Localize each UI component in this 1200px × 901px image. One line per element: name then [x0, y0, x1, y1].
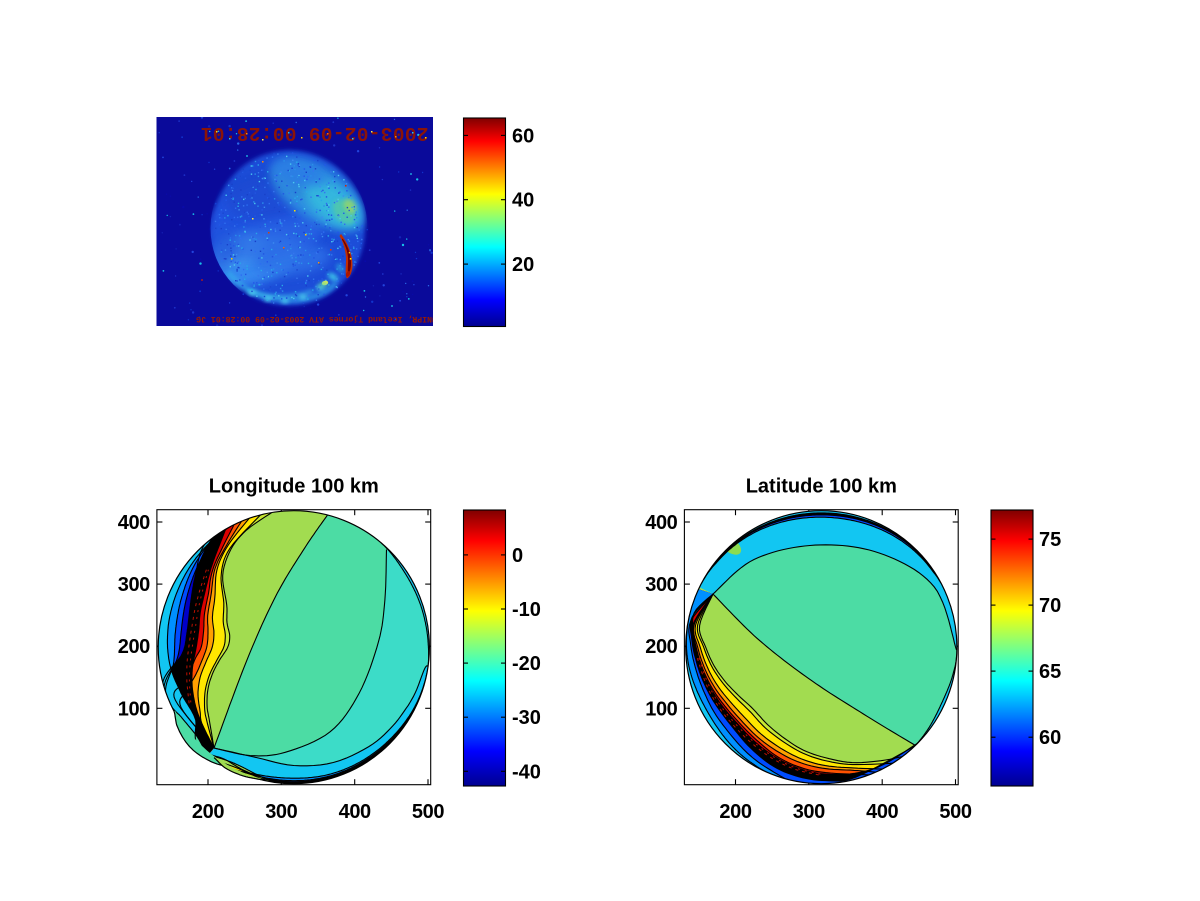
svg-text:200: 200	[192, 801, 224, 823]
svg-text:200: 200	[645, 636, 677, 658]
svg-text:0: 0	[512, 545, 523, 567]
svg-text:40: 40	[512, 190, 534, 212]
svg-text:200: 200	[719, 801, 751, 823]
svg-text:400: 400	[645, 512, 677, 534]
svg-text:400: 400	[866, 801, 898, 823]
svg-text:100: 100	[645, 698, 677, 720]
svg-text:20: 20	[512, 254, 534, 276]
svg-text:200: 200	[118, 636, 150, 658]
svg-text:300: 300	[793, 801, 825, 823]
svg-text:-10: -10	[512, 599, 541, 621]
svg-text:@NIPR, Iceland Tjornes ATV 200: @NIPR, Iceland Tjornes ATV 2003-02-09 00…	[196, 314, 437, 324]
svg-text:70: 70	[1039, 595, 1061, 617]
svg-text:Longitude 100 km: Longitude 100 km	[209, 476, 379, 498]
svg-text:65: 65	[1039, 661, 1061, 683]
svg-text:300: 300	[118, 574, 150, 596]
svg-text:Latitude 100 km: Latitude 100 km	[746, 476, 897, 498]
svg-text:100: 100	[118, 698, 150, 720]
svg-text:-20: -20	[512, 653, 541, 675]
svg-text:60: 60	[512, 125, 534, 147]
svg-text:2003-02-09 00:28:01: 2003-02-09 00:28:01	[200, 122, 428, 144]
svg-text:-30: -30	[512, 707, 541, 729]
svg-text:500: 500	[939, 801, 971, 823]
svg-text:60: 60	[1039, 727, 1061, 749]
svg-text:300: 300	[265, 801, 297, 823]
svg-text:500: 500	[412, 801, 444, 823]
svg-text:400: 400	[339, 801, 371, 823]
svg-text:-40: -40	[512, 761, 541, 783]
svg-text:400: 400	[118, 512, 150, 534]
svg-text:300: 300	[645, 574, 677, 596]
svg-text:75: 75	[1039, 529, 1061, 551]
